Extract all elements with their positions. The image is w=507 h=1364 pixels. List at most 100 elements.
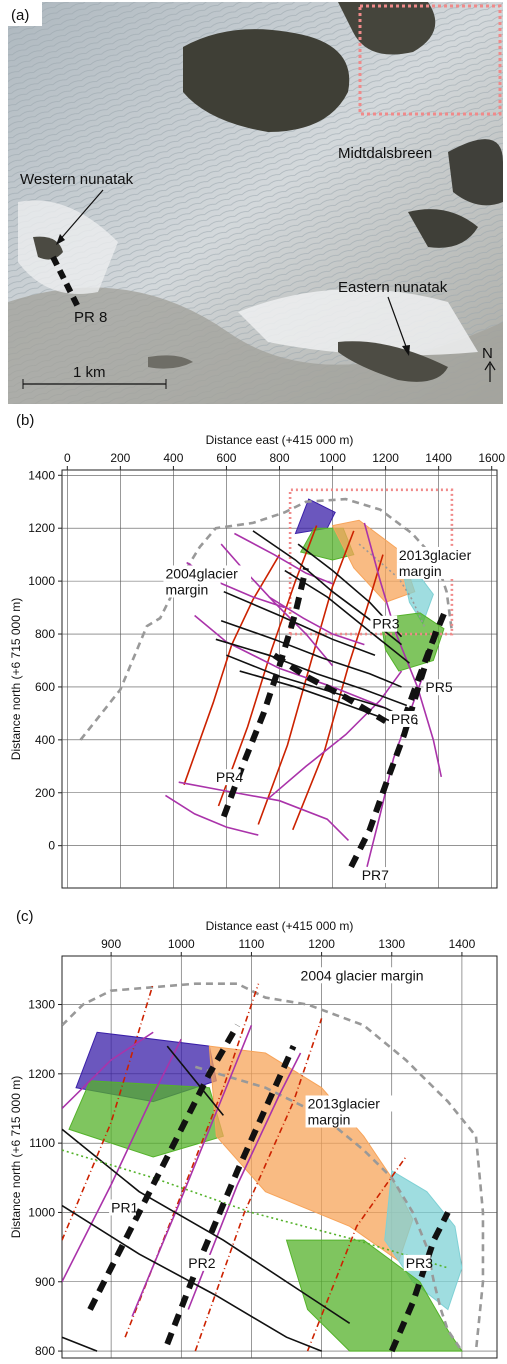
annotation-bg xyxy=(388,710,416,727)
track-line xyxy=(217,525,318,807)
y-tick-label: 900 xyxy=(35,1275,55,1289)
annotation-margin2004: margin xyxy=(165,581,208,597)
x-tick-label: 800 xyxy=(269,451,289,465)
track-line xyxy=(268,596,365,646)
panel-b-letter: (b) xyxy=(16,412,35,429)
profile-line xyxy=(87,1023,241,1311)
track-line xyxy=(62,983,154,1241)
track-line xyxy=(62,982,485,1352)
y-tick-label: 0 xyxy=(48,839,55,853)
aerial-photo: (a) Midtdalsbreen Western nunatak Easter… xyxy=(8,2,503,404)
annotation-pr7: PR7 xyxy=(362,867,389,883)
survey-grid-region xyxy=(384,1170,463,1311)
study-area-box xyxy=(358,4,502,116)
annotation-bg xyxy=(396,562,455,579)
label-scale: 1 km xyxy=(73,364,106,381)
y-tick-label: 1400 xyxy=(28,468,55,482)
y-axis-label: Distance north (+6 715 000 m) xyxy=(9,1076,23,1238)
track-line xyxy=(220,620,402,688)
track-line xyxy=(288,488,454,636)
profile-line xyxy=(389,1211,451,1353)
annotation-margin2013: margin xyxy=(399,563,442,579)
label-western-nunatak: Western nunatak xyxy=(20,171,134,188)
x-tick-label: 1600 xyxy=(478,451,505,465)
track-line xyxy=(187,1052,302,1310)
track-line xyxy=(292,554,384,831)
annotation-bg xyxy=(213,769,241,786)
annotation-margin2013: 2013glacier xyxy=(308,1095,381,1111)
panel-c-letter: (c) xyxy=(16,908,34,925)
y-tick-label: 800 xyxy=(35,1344,55,1358)
x-tick-label: 1000 xyxy=(319,451,346,465)
track-line xyxy=(62,1204,322,1352)
annotation-bg xyxy=(163,565,252,582)
track-line xyxy=(62,1038,182,1283)
plot-layer xyxy=(79,488,454,869)
track-line xyxy=(223,590,376,656)
track-line xyxy=(220,543,334,667)
annotation-pr3: PR3 xyxy=(406,1255,433,1271)
annotation-bg xyxy=(305,1095,394,1112)
annotation-margin2013: margin xyxy=(308,1111,351,1127)
annotation-bg xyxy=(359,867,387,884)
pr8-profile-line xyxy=(50,255,81,309)
track-line xyxy=(62,1149,449,1269)
x-tick-label: 900 xyxy=(101,937,121,951)
y-tick-label: 600 xyxy=(35,680,55,694)
annotation-bg xyxy=(396,546,485,563)
annotation-bg xyxy=(163,581,221,598)
track-line xyxy=(79,497,454,741)
y-tick-label: 800 xyxy=(35,627,55,641)
track-line xyxy=(131,1025,253,1317)
panel-a-letter: (a) xyxy=(11,7,29,24)
y-tick-label: 1200 xyxy=(28,1067,55,1081)
track-line xyxy=(194,1018,323,1352)
label-midtdalsbreen: Midtdalsbreen xyxy=(338,145,432,162)
track-line xyxy=(194,614,386,709)
y-tick-label: 1100 xyxy=(29,1136,55,1150)
annotation-bg xyxy=(186,1254,214,1271)
label-pr8: PR 8 xyxy=(74,309,107,326)
x-tick-label: 0 xyxy=(64,451,71,465)
annotation-pr3: PR3 xyxy=(372,616,399,632)
annotation-pr4: PR4 xyxy=(216,769,243,785)
annotation-bg xyxy=(370,615,398,632)
annotation-bg xyxy=(298,967,447,984)
track-line xyxy=(178,781,350,841)
track-line xyxy=(215,638,408,707)
x-axis-label: Distance east (+415 000 m) xyxy=(206,919,354,933)
y-tick-label: 1000 xyxy=(28,1205,55,1219)
x-tick-label: 1400 xyxy=(425,451,452,465)
x-tick-label: 600 xyxy=(216,451,236,465)
y-axis-label: Distance north (+6 715 000 m) xyxy=(9,598,23,760)
profile-line xyxy=(401,606,450,720)
y-tick-label: 1000 xyxy=(28,574,55,588)
x-tick-label: 1300 xyxy=(378,937,405,951)
chart-panel-c: 900 1000 1100 1200 1300 1400 800 900 1000 1100 120… xyxy=(9,919,498,1359)
annotation-pr1: PR1 xyxy=(111,1199,138,1215)
x-tick-label: 200 xyxy=(110,451,130,465)
y-tick-label: 1300 xyxy=(28,998,55,1012)
track-line xyxy=(62,1128,351,1325)
x-tick-label: 400 xyxy=(163,451,183,465)
track-line xyxy=(257,530,355,825)
annotation-pr6: PR6 xyxy=(391,711,418,727)
y-tick-label: 400 xyxy=(35,733,55,747)
profile-line xyxy=(164,1044,297,1346)
x-tick-label: 1100 xyxy=(239,937,265,951)
track-line xyxy=(165,794,259,836)
x-tick-label: 1200 xyxy=(372,451,399,465)
track-line xyxy=(358,543,427,630)
annotation-bg xyxy=(109,1199,136,1216)
profile-line xyxy=(272,652,388,724)
survey-grid-region xyxy=(285,1239,463,1352)
y-tick-label: 200 xyxy=(35,786,55,800)
annotation-bg xyxy=(403,1254,431,1271)
x-tick-label: 1200 xyxy=(308,937,335,951)
track-line xyxy=(306,1156,407,1352)
label-eastern-nunatak: Eastern nunatak xyxy=(338,279,448,296)
annotation-bg xyxy=(305,1111,363,1128)
track-line xyxy=(284,569,410,664)
plot-layer xyxy=(62,982,485,1353)
aerial-image-panel: (a) Midtdalsbreen Western nunatak Easter… xyxy=(8,2,503,404)
